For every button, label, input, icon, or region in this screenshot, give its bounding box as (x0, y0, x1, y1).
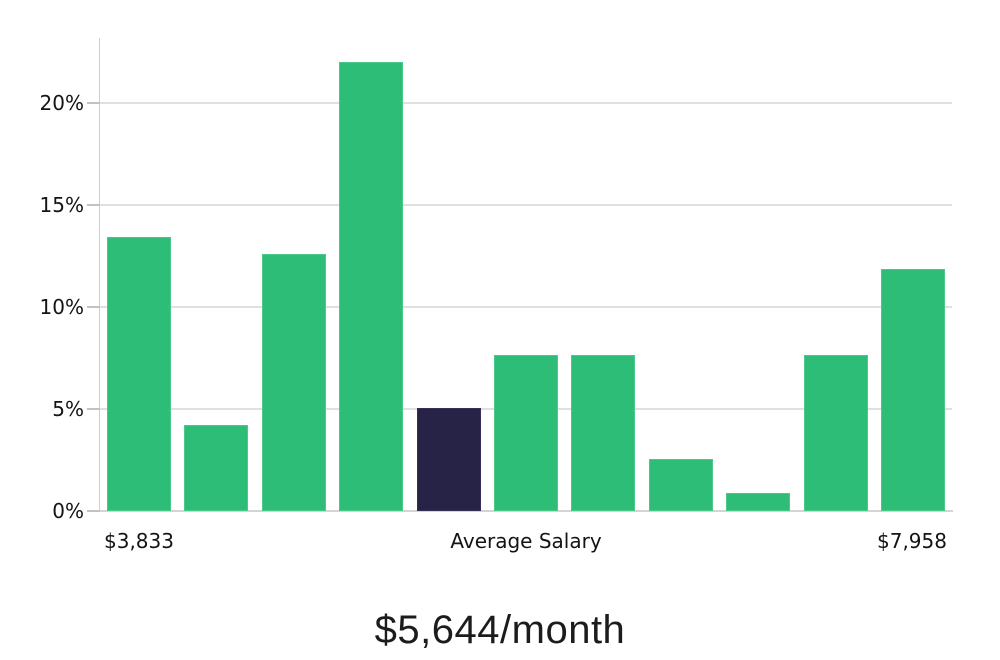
gridline-15pct (100, 204, 952, 206)
x-tick-label-min-salary: $3,833 (104, 529, 174, 553)
y-axis-tick-5pct (87, 408, 100, 410)
average-salary-bar (416, 407, 481, 511)
y-tick-label-20pct: 20% (39, 91, 84, 115)
y-tick-label-0pct: 0% (52, 499, 84, 523)
histogram-bar (106, 236, 171, 511)
y-axis-tick-0pct (87, 510, 100, 512)
histogram-bar (881, 269, 946, 511)
histogram-bar (339, 62, 404, 511)
histogram-bar (726, 492, 791, 511)
y-axis-line (98, 38, 100, 511)
plot-area: 20% 15% 10% 5% 0% $3,833 Average Salary … (39, 38, 953, 553)
average-salary-value: $5,644/month (374, 608, 626, 652)
histogram-bar (184, 425, 249, 511)
histogram-bar (493, 354, 558, 511)
gridline-10pct (100, 306, 952, 308)
x-tick-label-max-salary: $7,958 (877, 529, 947, 553)
y-tick-label-5pct: 5% (52, 397, 84, 421)
histogram-bar (648, 458, 713, 511)
y-tick-label-10pct: 10% (39, 295, 84, 319)
histogram-bars (100, 38, 952, 511)
histogram-bar (803, 354, 868, 511)
x-axis-line (97, 510, 953, 512)
y-axis-tick-15pct (87, 204, 100, 206)
y-axis-tick-20pct (87, 102, 100, 104)
x-tick-label-average-salary: Average Salary (450, 529, 602, 553)
y-axis-tick-10pct (87, 306, 100, 308)
gridline-20pct (100, 102, 952, 104)
y-tick-label-15pct: 15% (39, 193, 84, 217)
histogram-bar (261, 253, 326, 511)
histogram-bar (571, 354, 636, 511)
